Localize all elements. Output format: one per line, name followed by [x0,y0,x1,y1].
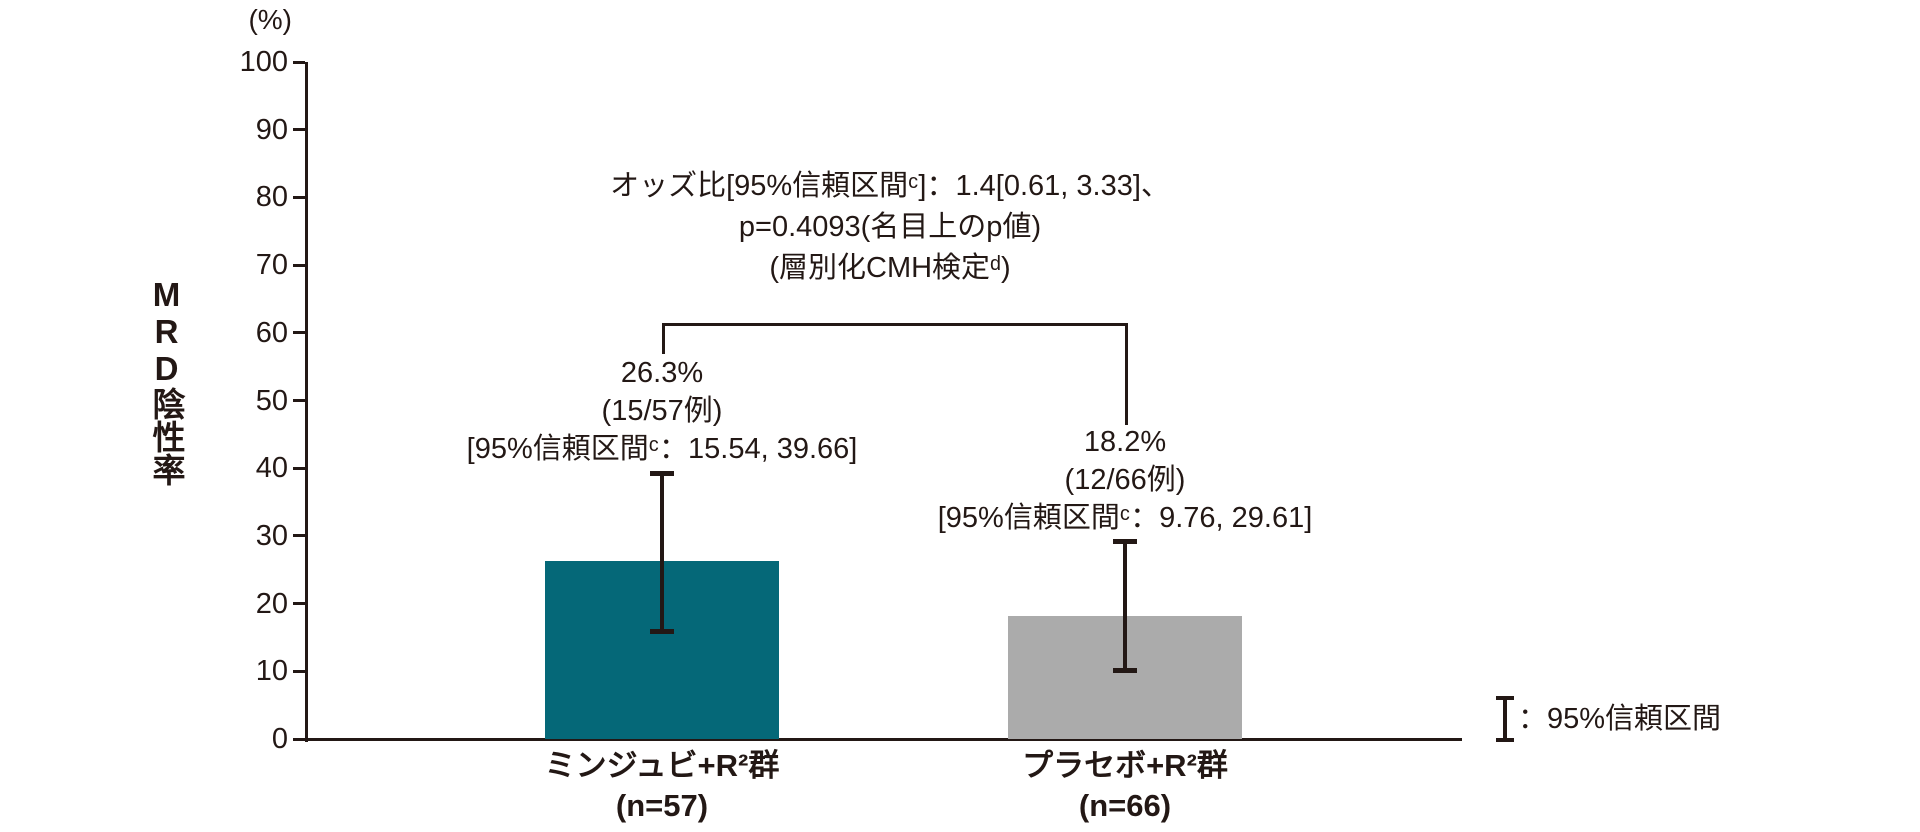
y-tick-label: 90 [255,113,288,146]
y-axis-unit-label: (%) [248,4,292,35]
y-tick-label: 20 [255,587,288,620]
y-axis-line [305,62,308,742]
error-bar-cap-bottom-placebo [1113,667,1137,673]
category-name: プラセボ+R²群 [1022,748,1228,783]
y-tick-mark [293,466,305,470]
test-method-text: (層別化CMH検定ᵈ) [769,252,1011,284]
category-n: (n=57) [615,788,709,823]
y-tick-mark [293,195,305,199]
y-tick-mark [293,60,305,64]
y-tick-label: 60 [255,316,288,349]
comparison-bracket-left [662,323,665,354]
y-tick-label: 100 [239,46,288,78]
error-bar-placebo [1123,538,1127,673]
y-tick-mark [293,331,305,335]
y-tick-mark [293,737,305,741]
value-label: 26.3% [620,357,704,389]
y-tick-label: 80 [255,181,288,214]
y-tick-label: 30 [255,519,288,552]
comparison-bracket-right [1125,323,1128,425]
comparison-annotation: オッズ比[95%信頼区間ᶜ]：1.4[0.61, 3.33]、 p=0.4093… [440,166,1340,289]
y-tick-mark [293,669,305,673]
y-tick-label: 0 [271,723,288,755]
y-tick-mark [293,534,305,538]
y-axis-title: MRD陰性率 [148,276,185,486]
odds-ratio-text: オッズ比[95%信頼区間ᶜ]：1.4[0.61, 3.33]、 [610,170,1170,202]
y-tick-mark [293,263,305,267]
fraction-label: (12/66例) [1064,464,1186,496]
error-bar-cap-top-placebo [1113,538,1137,544]
category-label-minjuvi: ミンジュビ+R²群 (n=57) [362,746,962,826]
bar-minjuvi-labels: 26.3% (15/57例) [95%信頼区間ᶜ：15.54, 39.66] [362,354,962,468]
category-label-placebo: プラセボ+R²群 (n=66) [825,746,1425,826]
error-bar-cap-top-minjuvi [650,470,674,476]
fraction-label: (15/57例) [601,395,723,427]
comparison-bracket-horizontal [662,323,1128,326]
ci-label: [95%信頼区間ᶜ：9.76, 29.61] [937,502,1313,534]
error-bar-icon [1496,696,1514,742]
error-bar-cap-bottom-minjuvi [650,628,674,634]
value-label: 18.2% [1083,426,1167,458]
legend-label: ：95%信頼区間 [1518,703,1722,735]
y-tick-label: 70 [255,249,288,282]
category-n: (n=66) [1078,788,1172,823]
y-tick-label: 40 [255,452,288,485]
y-tick-mark [293,399,305,402]
y-tick-label: 10 [255,655,288,688]
y-tick-label: 50 [255,384,288,417]
p-value-text: p=0.4093(名目上のp値) [738,211,1042,243]
bar-placebo-labels: 18.2% (12/66例) [95%信頼区間ᶜ：9.76, 29.61] [825,423,1425,537]
category-name: ミンジュビ+R²群 [544,748,780,783]
x-axis-line [305,738,1462,741]
y-tick-mark [293,602,305,606]
ci-label: [95%信頼区間ᶜ：15.54, 39.66] [466,433,858,465]
y-tick-mark [293,128,305,132]
error-bar-minjuvi [660,470,664,634]
